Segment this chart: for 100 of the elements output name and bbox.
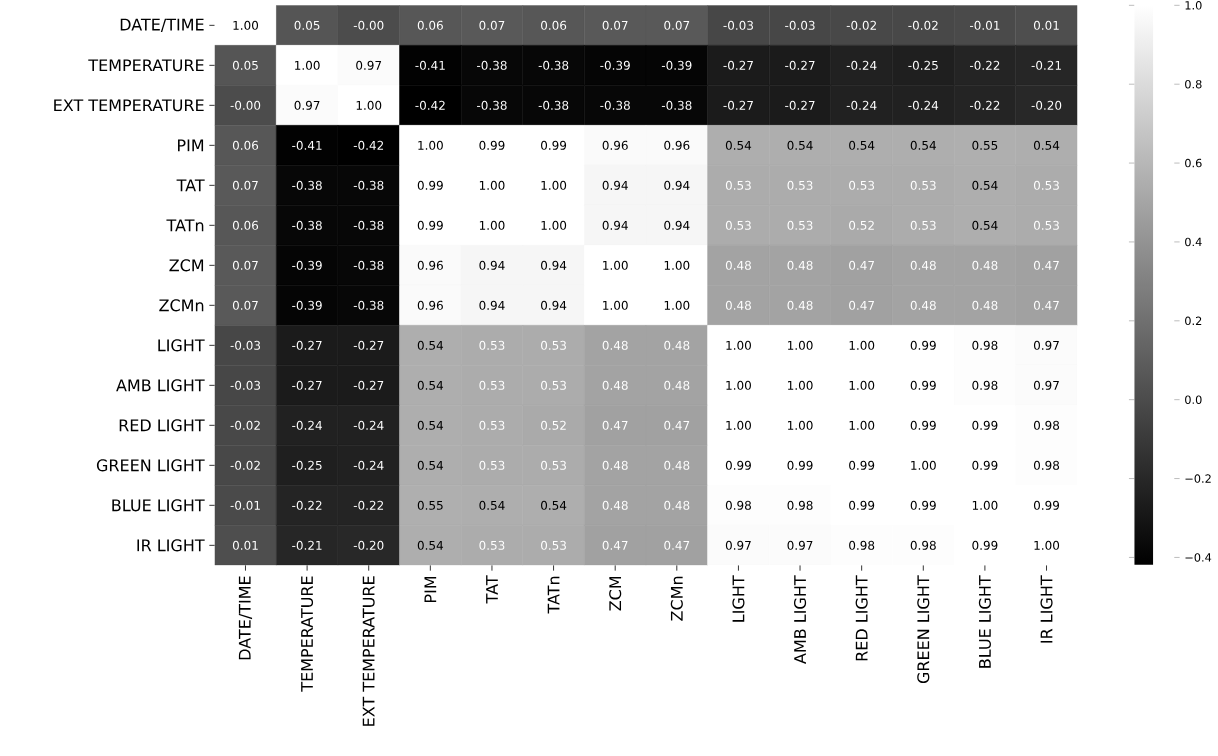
data-label: 1.00 <box>911 460 936 470</box>
data-label: -0.27 <box>723 60 753 70</box>
data-label: 0.07 <box>232 260 258 270</box>
data-label: -0.00 <box>353 20 384 30</box>
data-label: 0.47 <box>849 260 874 270</box>
y-tick-label: IR LIGHT <box>137 539 205 552</box>
color-bar-label: 0.0 <box>1185 395 1202 404</box>
data-label: 0.53 <box>910 180 936 190</box>
data-label: 0.54 <box>972 180 998 190</box>
data-label: 0.99 <box>725 460 751 470</box>
data-label: -0.02 <box>908 20 938 30</box>
data-label: 0.97 <box>294 100 320 110</box>
data-label: -0.22 <box>353 500 384 510</box>
x-tick-label: RED LIGHT <box>855 575 868 661</box>
data-label: 0.05 <box>294 20 320 30</box>
data-label: 0.99 <box>849 500 875 510</box>
data-label: -0.42 <box>353 140 384 150</box>
data-label: -0.02 <box>846 20 876 30</box>
data-label: 0.97 <box>1033 380 1059 390</box>
data-label: -0.38 <box>600 100 630 110</box>
color-bar-label: 0.8 <box>1185 79 1202 89</box>
data-label: 0.52 <box>541 420 566 430</box>
data-label: 0.53 <box>541 460 566 470</box>
color-bar-label: 0.6 <box>1185 158 1202 168</box>
data-label: 0.96 <box>417 260 443 270</box>
data-label: 0.99 <box>541 140 567 150</box>
data-label: -0.38 <box>353 180 384 190</box>
data-label: -0.38 <box>353 300 384 310</box>
data-label: 0.54 <box>417 460 444 470</box>
y-tick-label: ZCM <box>169 259 204 272</box>
y-tick-label: RED LIGHT <box>119 419 205 432</box>
data-label: -0.38 <box>661 100 692 110</box>
data-label: 0.48 <box>910 300 936 310</box>
data-label: 0.99 <box>1033 500 1060 510</box>
data-label: 0.53 <box>541 380 566 390</box>
data-label: -0.27 <box>292 380 322 390</box>
data-label: -0.01 <box>969 20 1000 30</box>
data-label: -0.02 <box>230 420 260 430</box>
y-tick-label: TATn <box>166 219 204 232</box>
data-label: -0.24 <box>846 100 877 110</box>
data-label: 0.94 <box>602 180 628 190</box>
data-label: 0.97 <box>1033 340 1059 350</box>
data-label: -0.24 <box>846 60 877 70</box>
data-label: 0.48 <box>664 380 690 390</box>
data-label: 0.53 <box>1033 180 1059 190</box>
data-label: 0.94 <box>541 300 567 310</box>
data-label: 0.48 <box>972 300 998 310</box>
data-label: 1.00 <box>972 500 998 510</box>
x-tick-label: LIGHT <box>732 575 745 622</box>
y-tick-label: TAT <box>176 179 205 192</box>
data-label: -0.38 <box>292 220 322 230</box>
x-tick-label: ZCM <box>609 576 622 611</box>
data-label: 0.97 <box>725 540 751 550</box>
x-tick-label: GREEN LIGHT <box>917 575 930 684</box>
data-label: 1.00 <box>664 260 690 270</box>
data-label: 0.06 <box>232 220 259 230</box>
color-bar-label: −0.2 <box>1185 474 1211 483</box>
data-label: 0.54 <box>417 420 444 430</box>
data-label: -0.41 <box>292 140 322 150</box>
data-label: -0.27 <box>785 100 815 110</box>
data-label: -0.25 <box>908 60 938 70</box>
y-tick-label: GREEN LIGHT <box>96 459 205 472</box>
data-label: -0.39 <box>292 260 322 270</box>
color-bar-label: 1.0 <box>1185 1 1202 10</box>
data-label: 0.94 <box>479 300 505 310</box>
data-label: 0.99 <box>910 380 936 390</box>
data-label: 0.48 <box>910 260 936 270</box>
data-label: -0.24 <box>292 420 322 430</box>
data-label: 0.98 <box>1033 460 1060 470</box>
data-label: 0.99 <box>972 420 998 430</box>
data-label: 0.53 <box>479 380 505 390</box>
data-label: 0.98 <box>910 540 936 550</box>
data-label: -0.38 <box>538 60 569 70</box>
data-label: 0.98 <box>725 500 751 510</box>
data-label: 0.47 <box>1033 300 1059 310</box>
data-label: 0.54 <box>787 140 813 150</box>
y-tick-label: DATE/TIME <box>120 18 204 32</box>
data-label: 1.00 <box>541 220 567 230</box>
y-tick-label: EXT TEMPERATURE <box>54 99 204 112</box>
x-tick-label: EXT TEMPERATURE <box>362 576 375 726</box>
data-label: 1.00 <box>356 100 382 110</box>
data-label: 0.48 <box>602 460 628 470</box>
data-label: -0.22 <box>292 500 322 510</box>
data-label: 0.47 <box>1033 260 1059 270</box>
data-label: 0.07 <box>602 20 628 30</box>
data-label: 0.53 <box>1033 220 1059 230</box>
data-label: 0.48 <box>972 260 998 270</box>
y-tick-label: AMB LIGHT <box>116 379 205 392</box>
x-tick-label: BLUE LIGHT <box>978 575 991 668</box>
data-label: 0.53 <box>910 220 936 230</box>
data-label: 0.97 <box>356 60 382 70</box>
data-label: 0.53 <box>541 540 566 550</box>
x-tick-label: TEMPERATURE <box>301 576 314 692</box>
data-label: 0.48 <box>787 300 813 310</box>
data-label: 0.54 <box>417 380 444 390</box>
data-label: 0.99 <box>910 340 936 350</box>
data-label: 0.99 <box>910 500 936 510</box>
data-label: 0.94 <box>479 260 505 270</box>
data-label: -0.41 <box>415 60 445 70</box>
data-label: 0.98 <box>972 340 998 350</box>
